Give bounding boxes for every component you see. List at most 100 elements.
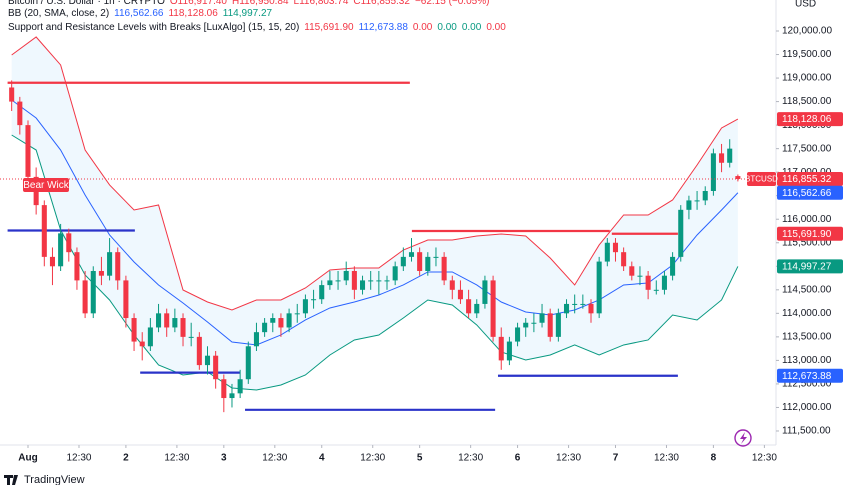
candle-body [98, 270, 104, 276]
legend-row: BB (20, SMA, close, 2) 116,562.66 118,128.… [8, 8, 273, 19]
brand-logo[interactable]: TradingView [4, 474, 85, 485]
candle-body [294, 313, 300, 315]
y-tick-label: 112,000.00 [782, 402, 832, 413]
candle-body [384, 280, 390, 282]
legend-item: C116,855.32 [353, 0, 410, 7]
candle-body [343, 270, 349, 281]
plot-area [0, 36, 775, 413]
candle-body [572, 303, 578, 305]
candle-body [196, 336, 202, 366]
candle-body [253, 332, 259, 347]
legend-item: Support and Resistance Levels with Break… [8, 22, 299, 33]
y-tick-label: 113,500.00 [782, 332, 832, 343]
candle-body [213, 355, 219, 380]
candle-body [425, 256, 431, 271]
candle-body [482, 280, 488, 304]
band-line [11, 99, 739, 346]
price-tag: 115,691.90 [777, 226, 843, 241]
lightning-icon[interactable] [734, 429, 752, 447]
price-tag-label: 118,128.06 [782, 114, 832, 125]
legend-item: 0.00 [413, 22, 433, 33]
price-tag-box [777, 171, 843, 186]
candle-body [156, 313, 162, 328]
candle-body [539, 313, 545, 323]
candle-body [653, 289, 659, 291]
candle-body [311, 299, 317, 301]
legend-item: 0.00 [437, 22, 457, 33]
x-tick-label: 12:30 [66, 453, 91, 464]
legend-item: O116,917.40 [170, 0, 228, 7]
band-fill [11, 36, 738, 390]
candle-body [41, 205, 47, 257]
legend-item: Bitcoin / U.S. Dollar · 1h · CRYPTO [8, 0, 165, 7]
candle-body [204, 355, 211, 366]
candle-body [245, 346, 251, 380]
candle-body [563, 303, 570, 314]
price-tag-label: 114,997.27 [782, 262, 832, 273]
legend-item: H116,950.84 [232, 0, 289, 7]
candle-body [686, 200, 692, 210]
candle-body [604, 242, 610, 262]
x-tick-label: 12:30 [262, 453, 287, 464]
price-tag: 112,673.88 [777, 368, 843, 383]
candle-body [115, 252, 121, 281]
candle-body [555, 313, 561, 337]
candle-body [66, 233, 72, 253]
annotation: Bear Wick [23, 178, 70, 192]
x-tick-label: 12:30 [458, 453, 483, 464]
candle-body [547, 313, 553, 337]
price-tag-label: 116,855.32 [782, 174, 832, 185]
y-tick-label: 120,000.00 [782, 26, 832, 37]
candle-body [661, 275, 667, 290]
y-tick-label: 112,500.00 [782, 379, 832, 390]
x-tick-label: 12:30 [654, 453, 679, 464]
price-tag: 116,855.32 BTCUSD [745, 171, 843, 186]
candle-body [433, 256, 439, 258]
legend-item: 0.00 [462, 22, 482, 33]
legend-item: 114,997.27 [223, 8, 273, 19]
candle-body [17, 101, 23, 126]
candle-body [9, 87, 15, 102]
y-tick-label: 115,500.00 [782, 237, 832, 248]
brand: TradingView [24, 474, 85, 485]
candle-body [147, 327, 153, 347]
annotation-box [23, 178, 69, 192]
price-tag: 118,128.06 [777, 112, 843, 127]
candle-body [360, 280, 366, 290]
candle-body [172, 318, 178, 328]
legend: Bitcoin / U.S. Dollar · 1h · CRYPTO O116,… [8, 0, 506, 33]
y-tick-label: 118,500.00 [782, 96, 832, 107]
candle-body [449, 280, 455, 290]
legend-item: −62.15 (−0.05%) [415, 0, 490, 7]
price-tag-box [777, 185, 843, 200]
candle-body [188, 336, 194, 338]
currency: USD [795, 0, 816, 10]
candle-body [319, 285, 325, 300]
x-tick-label: 5 [417, 453, 423, 464]
candle-body [74, 252, 80, 281]
candle-body [82, 280, 88, 314]
candle-body [588, 303, 594, 314]
price-tag-label: 116,562.66 [782, 188, 832, 199]
x-tick-label: 4 [319, 453, 325, 464]
candle-body [335, 280, 341, 282]
candle-body [376, 280, 382, 282]
y-tick-label: 114,500.00 [782, 284, 832, 295]
candle-body [25, 125, 31, 177]
candle-body [490, 280, 496, 337]
y-tick-label: 116,000.00 [782, 214, 832, 225]
y-tick-label: 117,500.00 [782, 143, 832, 154]
price-tag: 116,562.66 [777, 185, 843, 200]
legend-row: Support and Resistance Levels with Break… [8, 22, 506, 33]
legend-item: 116,562.66 [114, 8, 164, 19]
candle-body [612, 242, 619, 253]
candle-body [131, 318, 137, 342]
x-tick-label: 6 [515, 453, 521, 464]
candle-body [229, 393, 235, 399]
candle-body [621, 252, 627, 267]
candle-body [466, 299, 472, 314]
x-tick-label: 12:30 [556, 453, 581, 464]
candle-body [302, 299, 308, 314]
